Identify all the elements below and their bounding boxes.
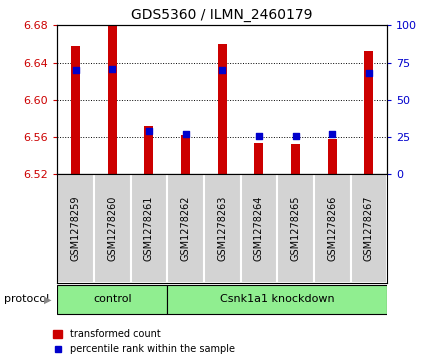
Text: GSM1278266: GSM1278266 <box>327 196 337 261</box>
Text: GSM1278267: GSM1278267 <box>364 196 374 261</box>
Point <box>292 132 299 138</box>
Point <box>255 132 262 138</box>
Bar <box>167 174 204 283</box>
Bar <box>277 174 314 283</box>
Text: Csnk1a1 knockdown: Csnk1a1 knockdown <box>220 294 334 305</box>
Bar <box>218 44 227 174</box>
Title: GDS5360 / ILMN_2460179: GDS5360 / ILMN_2460179 <box>132 8 313 22</box>
Bar <box>144 126 154 174</box>
Bar <box>204 174 241 283</box>
Bar <box>364 52 374 174</box>
Text: GSM1278265: GSM1278265 <box>290 196 301 261</box>
Text: ▶: ▶ <box>44 294 51 305</box>
Legend: transformed count, percentile rank within the sample: transformed count, percentile rank withi… <box>49 326 239 358</box>
Bar <box>71 46 80 174</box>
Point <box>72 67 79 73</box>
Bar <box>291 144 300 174</box>
Text: control: control <box>93 294 132 305</box>
Bar <box>328 139 337 174</box>
Point <box>329 131 336 137</box>
Bar <box>108 25 117 174</box>
Text: GSM1278263: GSM1278263 <box>217 196 227 261</box>
Bar <box>181 135 190 174</box>
Point <box>109 66 116 72</box>
Point <box>365 70 372 76</box>
Bar <box>94 174 131 283</box>
Point <box>219 67 226 73</box>
Bar <box>167 285 387 314</box>
Bar <box>131 174 167 283</box>
Bar <box>57 285 167 314</box>
Bar <box>241 174 277 283</box>
Point <box>182 131 189 137</box>
Text: protocol: protocol <box>4 294 50 305</box>
Text: GSM1278264: GSM1278264 <box>254 196 264 261</box>
Text: GSM1278262: GSM1278262 <box>180 196 191 261</box>
Text: GSM1278260: GSM1278260 <box>107 196 117 261</box>
Bar <box>254 143 264 174</box>
Bar <box>314 174 351 283</box>
Text: GSM1278261: GSM1278261 <box>144 196 154 261</box>
Bar <box>351 174 387 283</box>
Bar <box>57 174 94 283</box>
Text: GSM1278259: GSM1278259 <box>70 196 81 261</box>
Point <box>145 128 152 134</box>
